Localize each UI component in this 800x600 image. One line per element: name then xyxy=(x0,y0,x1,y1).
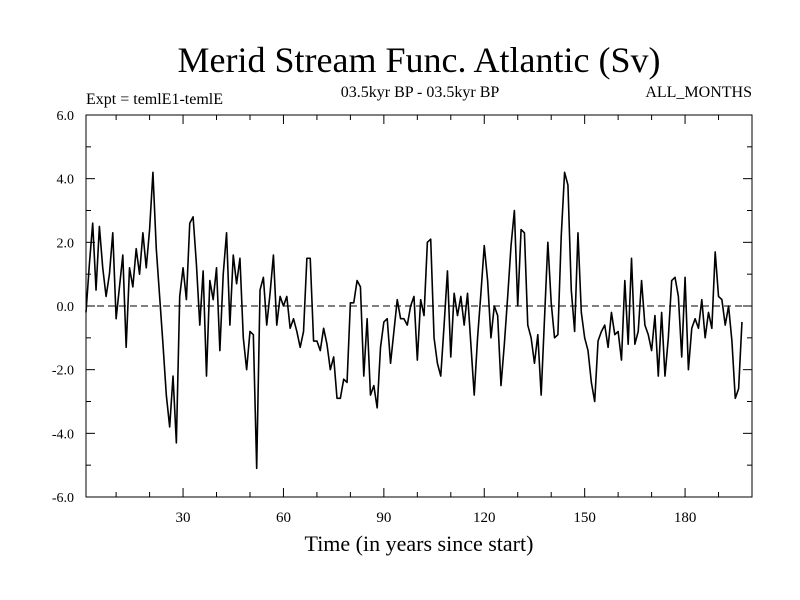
plot-area xyxy=(85,114,753,498)
chart-title: Merid Stream Func. Atlantic (Sv) xyxy=(178,40,661,80)
y-tick-label: 2.0 xyxy=(57,236,75,251)
season-label: ALL_MONTHS xyxy=(645,84,752,101)
data-series-line xyxy=(85,171,743,470)
y-axis: -6.0 -4.0 -2.0 0.0 2.0 4.0 6.0 xyxy=(52,109,752,506)
x-tick-label: 60 xyxy=(276,510,291,526)
period-subtitle: 03.5kyr BP - 03.5kyr BP xyxy=(341,84,500,101)
x-tick-label: 30 xyxy=(176,510,191,526)
experiment-label: Expt = temlE1-temlE xyxy=(86,91,223,108)
x-tick-label: 150 xyxy=(573,510,596,526)
y-tick-label: -4.0 xyxy=(52,427,74,442)
x-tick-label: 120 xyxy=(473,510,496,526)
x-axis: 30 60 90 120 150 180 xyxy=(115,115,753,526)
x-tick-label: 90 xyxy=(376,510,391,526)
x-axis-label: Time (in years since start) xyxy=(305,531,534,556)
y-tick-label: 0.0 xyxy=(57,300,75,315)
y-tick-label: -6.0 xyxy=(52,491,74,506)
y-tick-label: -2.0 xyxy=(52,364,74,379)
y-tick-label: 4.0 xyxy=(57,173,75,188)
x-tick-label: 180 xyxy=(674,510,697,526)
y-tick-label: 6.0 xyxy=(57,109,75,124)
